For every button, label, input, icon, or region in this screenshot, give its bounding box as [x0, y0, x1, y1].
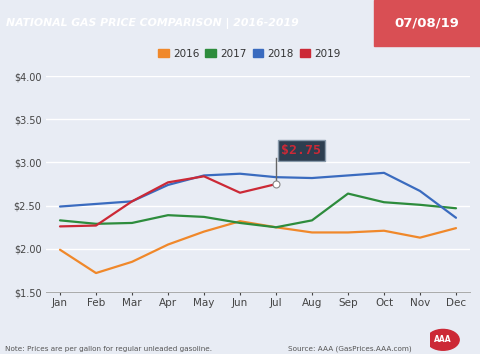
- Text: NATIONAL GAS PRICE COMPARISON | 2016-2019: NATIONAL GAS PRICE COMPARISON | 2016-201…: [6, 17, 299, 29]
- Text: Note: Prices are per gallon for regular unleaded gasoline.: Note: Prices are per gallon for regular …: [5, 346, 212, 352]
- Legend: 2016, 2017, 2018, 2019: 2016, 2017, 2018, 2019: [154, 45, 345, 63]
- Text: $2.75: $2.75: [281, 144, 322, 157]
- Text: 07/08/19: 07/08/19: [395, 17, 460, 29]
- Bar: [374, 0, 480, 46]
- Circle shape: [427, 330, 459, 350]
- Text: AAA: AAA: [434, 335, 452, 344]
- Text: Source: AAA (GasPrices.AAA.com): Source: AAA (GasPrices.AAA.com): [288, 346, 412, 352]
